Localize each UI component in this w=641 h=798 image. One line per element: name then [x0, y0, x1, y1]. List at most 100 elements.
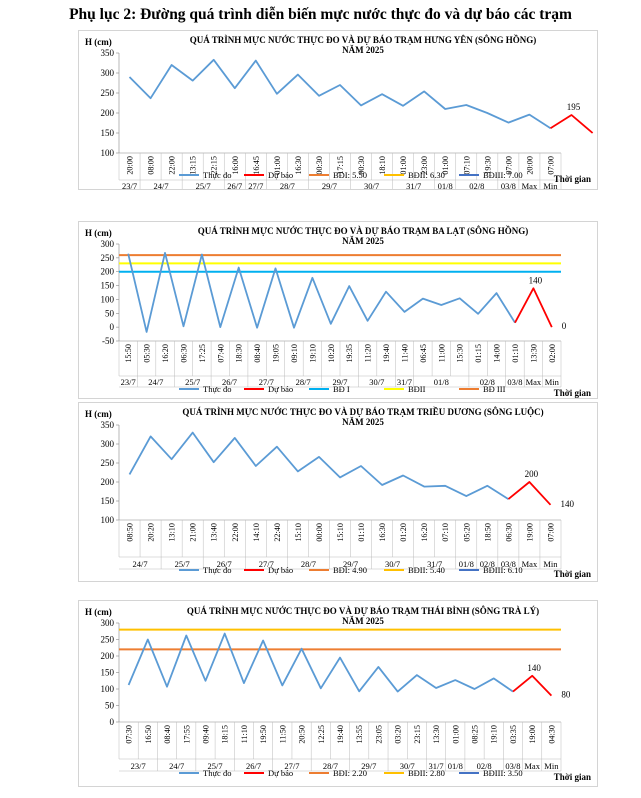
date-label: 27/7	[284, 761, 299, 771]
y-tick-label: 250	[101, 635, 115, 645]
y-tick-label: 150	[101, 668, 115, 678]
y-axis-label: H (cm)	[85, 409, 112, 419]
x-tick-label: 14:00	[493, 344, 502, 363]
x-tick-label: 07:10	[441, 523, 450, 542]
x-tick-label: 13:30	[432, 725, 441, 744]
x-tick-label: 18:10	[378, 156, 387, 175]
y-tick-label: 150	[101, 281, 115, 291]
y-tick-label: 150	[101, 496, 115, 506]
x-tick-label: 11:10	[240, 725, 249, 743]
x-tick-label: 23:05	[374, 725, 383, 744]
date-label: 03/8	[507, 377, 522, 387]
x-tick-label: 11:50	[278, 725, 287, 743]
date-label: 02/8	[477, 761, 492, 771]
y-tick-label: 100	[101, 148, 115, 158]
forecast-min-label: 140	[560, 499, 574, 509]
x-tick-label: 01:00	[399, 156, 408, 175]
chart-subtitle: NĂM 2025	[342, 616, 384, 626]
x-tick-label: 19:00	[528, 725, 537, 744]
x-tick-label: 17:55	[182, 725, 191, 744]
x-tick-label: 19:30	[483, 156, 492, 175]
y-tick-label: 0	[110, 717, 115, 727]
date-label: 29/7	[332, 377, 347, 387]
chart-ba-lat: QUÁ TRÌNH MỰC NƯỚC THỰC ĐO VÀ DỰ BÁO TRẠ…	[78, 221, 598, 399]
date-label: 27/7	[248, 181, 263, 189]
x-tick-label: 19:35	[345, 344, 354, 363]
x-tick-label: 23:00	[420, 156, 429, 175]
x-tick-label: 14:10	[252, 523, 261, 542]
date-label: Max	[522, 181, 538, 189]
legend-label: Dự báo	[268, 768, 293, 778]
chart-thai-binh: QUÁ TRÌNH MỰC NƯỚC THỰC ĐO VÀ DỰ BÁO TRẠ…	[78, 600, 598, 787]
legend-label: Dự báo	[268, 384, 293, 394]
x-tick-label: 15:10	[294, 523, 303, 542]
x-tick-label: 02:00	[548, 344, 557, 363]
y-axis-label: H (cm)	[85, 607, 112, 617]
date-label: 03/8	[501, 181, 516, 189]
x-tick-label: 06:30	[179, 344, 188, 363]
x-tick-label: 13:10	[168, 523, 177, 542]
y-tick-label: 200	[101, 267, 115, 277]
date-label: 30/7	[400, 761, 415, 771]
x-tick-label: 01:20	[399, 523, 408, 542]
x-tick-label: 01:00	[273, 156, 282, 175]
x-tick-label: 15:10	[336, 523, 345, 542]
x-tick-label: 16:50	[144, 725, 153, 744]
x-tick-label: 18:50	[483, 523, 492, 542]
x-tick-label: 17:15	[336, 156, 345, 175]
y-tick-label: 50	[105, 308, 115, 318]
x-tick-label: 15:50	[124, 344, 133, 363]
legend-label: BĐII: 6.30	[408, 170, 445, 180]
y-tick-label: 100	[101, 515, 115, 525]
x-tick-label: 01:00	[451, 725, 460, 744]
observed-series-line	[127, 251, 516, 333]
date-label: 23/7	[122, 181, 137, 189]
date-label: Max	[524, 761, 540, 771]
date-label: 03/8	[505, 761, 520, 771]
x-tick-label: 16:00	[231, 156, 240, 175]
x-tick-label: 15:30	[456, 344, 465, 363]
forecast-series-line	[507, 481, 552, 506]
date-label: 01/8	[459, 559, 474, 569]
x-tick-label: 16:30	[378, 523, 387, 542]
x-axis-label: Thời gian	[554, 174, 591, 184]
x-tick-label: 00:00	[315, 523, 324, 542]
date-label: 26/7	[227, 181, 242, 189]
date-label: 31/7	[429, 761, 444, 771]
x-tick-label: 20:50	[298, 725, 307, 744]
x-tick-label: 12:25	[317, 725, 326, 744]
date-label: 26/7	[222, 377, 237, 387]
x-tick-label: 17:25	[198, 344, 207, 363]
legend-label: BĐI: 4.90	[333, 565, 367, 575]
x-tick-label: 10:20	[327, 344, 336, 363]
x-tick-label: 21:00	[189, 523, 198, 542]
x-tick-label: 22:15	[210, 156, 219, 175]
x-axis-label: Thời gian	[554, 388, 591, 398]
x-tick-label: 20:00	[525, 156, 534, 175]
x-tick-label: 09:10	[290, 344, 299, 363]
x-tick-label: 00:30	[315, 156, 324, 175]
x-tick-label: 13:30	[529, 344, 538, 363]
x-tick-label: 06:30	[504, 523, 513, 542]
date-label: 25/7	[175, 559, 190, 569]
x-tick-label: 13:15	[189, 156, 198, 175]
chart-svg-ba-lat: QUÁ TRÌNH MỰC NƯỚC THỰC ĐO VÀ DỰ BÁO TRẠ…	[85, 226, 591, 398]
date-label: 29/7	[322, 181, 337, 189]
observed-series-line	[128, 58, 551, 129]
x-tick-label: 18:30	[235, 344, 244, 363]
date-label: 28/7	[323, 761, 338, 771]
date-label: 31/7	[397, 377, 412, 387]
x-tick-label: 07:00	[504, 156, 513, 175]
chart-svg-trieu-duong: QUÁ TRÌNH MỰC NƯỚC THỰC ĐO VÀ DỰ BÁO TRẠ…	[85, 407, 591, 579]
x-tick-label: 11:40	[400, 344, 409, 362]
date-label: 23/7	[121, 377, 136, 387]
date-label: 26/7	[217, 559, 232, 569]
x-tick-label: 11:00	[437, 344, 446, 362]
date-label: 28/7	[296, 377, 311, 387]
legend-label: Thực đo	[203, 384, 231, 394]
date-label: 29/7	[343, 559, 358, 569]
legend-label: Dự báo	[268, 170, 293, 180]
date-label: Min	[543, 559, 558, 569]
chart-title: QUÁ TRÌNH MỰC NƯỚC THỰC ĐO VÀ DỰ BÁO TRẠ…	[198, 226, 529, 236]
x-tick-label: 16:20	[161, 344, 170, 363]
